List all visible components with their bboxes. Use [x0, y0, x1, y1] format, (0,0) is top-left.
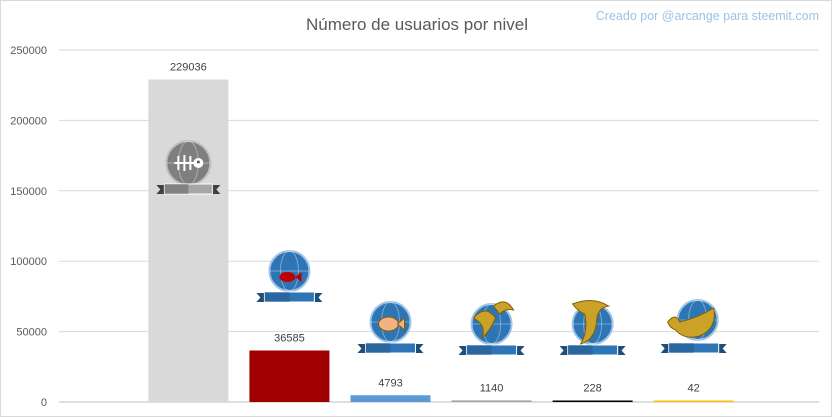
data-label: 1140 — [480, 382, 504, 394]
bar — [350, 395, 431, 402]
redfish-icon — [256, 250, 323, 303]
whale-icon — [660, 299, 727, 354]
data-label: 42 — [688, 383, 700, 395]
bar — [148, 79, 229, 403]
data-label: 228 — [583, 383, 601, 395]
bar — [451, 400, 532, 402]
data-label: 36585 — [274, 332, 305, 344]
data-label: 4793 — [378, 377, 402, 389]
data-label: 229036 — [170, 62, 207, 74]
y-tick-label: 100000 — [10, 256, 47, 268]
orca-icon — [559, 300, 626, 356]
dead-fish-icon — [156, 140, 221, 195]
dolphin-icon — [458, 301, 525, 356]
minnow-icon — [357, 301, 424, 354]
y-tick-label: 0 — [41, 397, 47, 409]
credit-text: Creado por @arcange para steemit.com — [595, 9, 819, 23]
y-tick-label: 50000 — [16, 327, 47, 339]
bar — [653, 400, 734, 402]
bar — [249, 350, 330, 402]
y-tick-label: 200000 — [10, 115, 47, 127]
chart-title: Número de usuarios por nivel — [305, 15, 529, 34]
y-tick-label: 150000 — [10, 186, 47, 198]
y-tick-label: 250000 — [10, 45, 47, 57]
bar — [552, 400, 633, 402]
